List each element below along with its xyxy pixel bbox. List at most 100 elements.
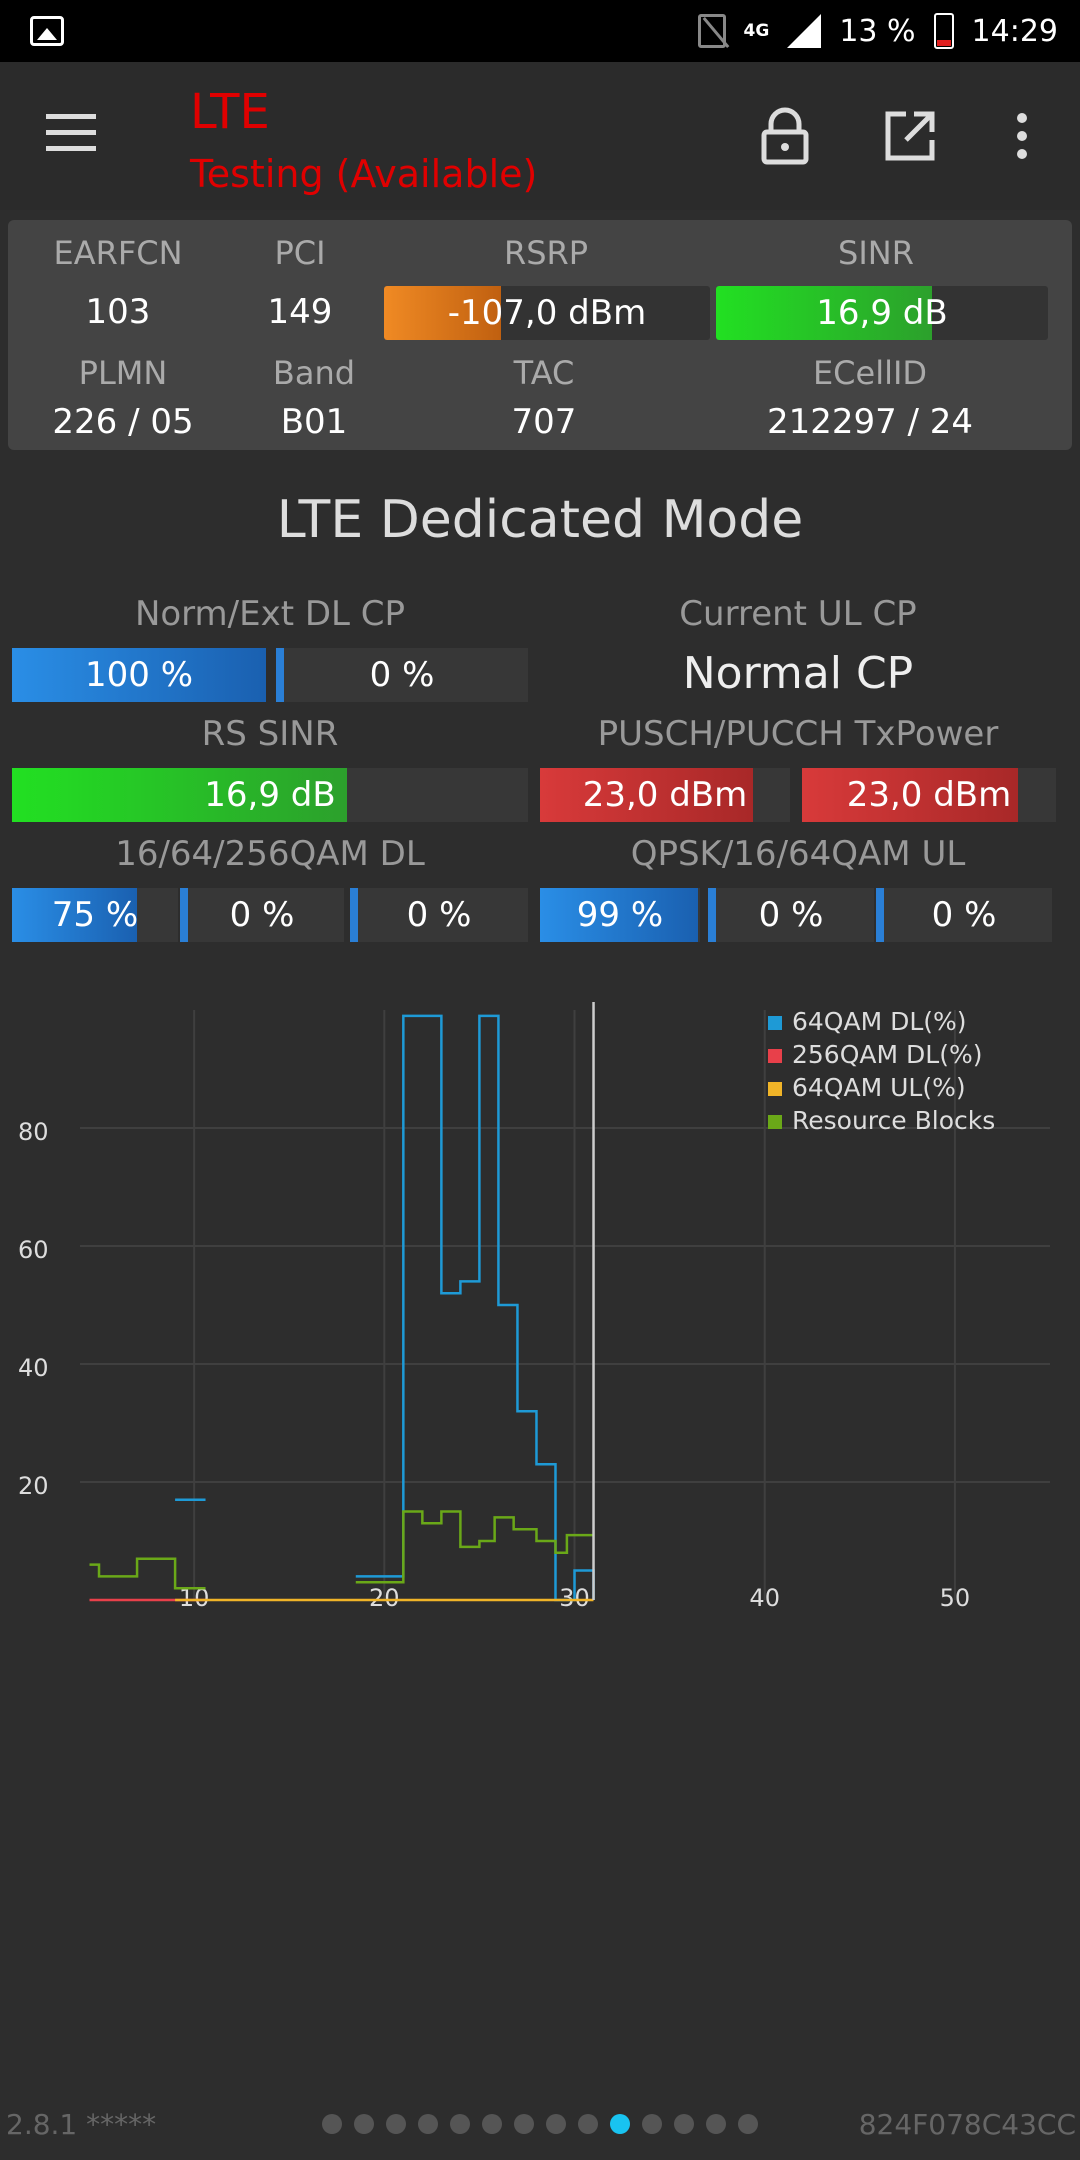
earfcn-label: EARFCN xyxy=(53,234,183,272)
rsrp-label: RSRP xyxy=(503,234,589,272)
page-dot[interactable] xyxy=(642,2114,662,2134)
no-sim-icon xyxy=(697,14,726,48)
qam64-dl-marker xyxy=(180,888,188,942)
pci-label: PCI xyxy=(274,234,326,272)
page-dot[interactable] xyxy=(514,2114,534,2134)
legend-label: 64QAM DL(%) xyxy=(792,1007,967,1036)
dl-cp-norm-bar: 100 % xyxy=(12,648,266,702)
legend-swatch xyxy=(768,1082,782,1096)
page-indicator xyxy=(0,2114,1080,2134)
page-dot[interactable] xyxy=(674,2114,694,2134)
qam256-dl-bar: 0 % xyxy=(350,888,528,942)
legend-label: Resource Blocks xyxy=(792,1106,995,1135)
qam-dl-label: 16/64/256QAM DL xyxy=(115,834,425,874)
app-toolbar: LTE Testing (Available) xyxy=(0,62,1080,210)
open-in-new-icon[interactable] xyxy=(880,106,940,166)
status-bar: 4G 13 % 14:29 xyxy=(0,0,1080,62)
sinr-fill xyxy=(716,286,932,340)
lock-icon[interactable] xyxy=(755,106,815,166)
status-icons: 4G 13 % 14:29 xyxy=(697,0,1058,62)
plmn-label: PLMN xyxy=(78,354,168,392)
x-tick-label: 50 xyxy=(940,1584,971,1612)
qam16-ul-marker xyxy=(708,888,716,942)
page-title: LTE xyxy=(190,84,270,140)
pucch-value: 23,0 dBm xyxy=(846,775,1012,815)
pusch-bar: 23,0 dBm xyxy=(540,768,790,822)
rs-sinr-bar: 16,9 dB xyxy=(12,768,528,822)
qam256-dl-marker xyxy=(350,888,358,942)
qam64-dl-bar: 0 % xyxy=(180,888,344,942)
qam16-dl-bar: 75 % xyxy=(12,888,178,942)
rsrp-bar: -107,0 dBm xyxy=(384,286,710,340)
dl-cp-norm-fill xyxy=(12,648,266,702)
plmn-value: 226 / 05 xyxy=(52,402,194,442)
qam64-dl-value: 0 % xyxy=(229,895,295,935)
qam16-ul-bar: 0 % xyxy=(708,888,874,942)
page-dot[interactable] xyxy=(450,2114,470,2134)
page-subtitle: Testing (Available) xyxy=(190,152,538,196)
pusch-value: 23,0 dBm xyxy=(582,775,748,815)
page-dot[interactable] xyxy=(738,2114,758,2134)
qam16-ul-value: 0 % xyxy=(758,895,824,935)
rsrp-fill xyxy=(384,286,502,340)
series-line xyxy=(89,1510,594,1590)
dl-cp-ext-bar: 0 % xyxy=(276,648,528,702)
version-label: 2.8.1 ***** xyxy=(6,2108,157,2141)
sinr-bar: 16,9 dB xyxy=(716,286,1048,340)
dl-cp-label: Norm/Ext DL CP xyxy=(134,594,406,634)
pucch-fill xyxy=(802,768,1018,822)
txpower-label: PUSCH/PUCCH TxPower xyxy=(597,714,999,754)
page-dot-active[interactable] xyxy=(610,2114,630,2134)
tac-value: 707 xyxy=(511,402,577,442)
dl-cp-ext-value: 0 % xyxy=(369,655,435,695)
ecellid-label: ECellID xyxy=(812,354,928,392)
qam64-ul-marker xyxy=(876,888,884,942)
qam16-dl-value: 75 % xyxy=(51,895,139,935)
section-title: LTE Dedicated Mode xyxy=(276,490,804,550)
band-label: Band xyxy=(272,354,356,392)
earfcn-value: 103 xyxy=(85,292,151,332)
battery-icon xyxy=(933,13,954,49)
clock: 14:29 xyxy=(971,13,1058,49)
page-dot[interactable] xyxy=(418,2114,438,2134)
qam64-ul-bar: 0 % xyxy=(876,888,1052,942)
page-dot[interactable] xyxy=(546,2114,566,2134)
x-tick-label: 40 xyxy=(749,1584,780,1612)
hamburger-menu-icon[interactable] xyxy=(46,114,96,152)
signal-icon xyxy=(787,14,822,48)
y-tick-label: 60 xyxy=(18,1236,49,1264)
network-type: 4G xyxy=(743,20,770,41)
ecellid-value: 212297 / 24 xyxy=(766,402,974,442)
page-dot[interactable] xyxy=(322,2114,342,2134)
qam64-ul-value: 0 % xyxy=(931,895,997,935)
pci-value: 149 xyxy=(267,292,333,332)
legend-swatch xyxy=(768,1049,782,1063)
page-dot[interactable] xyxy=(578,2114,598,2134)
x-tick-label: 20 xyxy=(369,1584,400,1612)
page-dot[interactable] xyxy=(482,2114,502,2134)
y-tick-label: 20 xyxy=(18,1472,49,1500)
rsrp-value: -107,0 dBm xyxy=(447,293,647,333)
image-notification-icon xyxy=(30,16,64,46)
qpsk-ul-value: 99 % xyxy=(576,895,664,935)
pucch-bar: 23,0 dBm xyxy=(802,768,1056,822)
rs-sinr-value: 16,9 dB xyxy=(204,775,336,815)
page-dot[interactable] xyxy=(354,2114,374,2134)
y-tick-label: 40 xyxy=(18,1354,49,1382)
qam-ul-label: QPSK/16/64QAM UL xyxy=(630,834,966,874)
qam256-dl-value: 0 % xyxy=(406,895,472,935)
page-dot[interactable] xyxy=(706,2114,726,2134)
sinr-label: SINR xyxy=(838,234,914,272)
dl-cp-norm-value: 100 % xyxy=(84,655,193,695)
legend-swatch xyxy=(768,1016,782,1030)
legend-label: 64QAM UL(%) xyxy=(792,1073,966,1102)
band-value: B01 xyxy=(280,402,348,442)
legend-label: 256QAM DL(%) xyxy=(792,1040,982,1069)
rs-sinr-fill xyxy=(12,768,348,822)
ul-cp-value: Normal CP xyxy=(682,648,914,699)
tac-label: TAC xyxy=(513,354,575,392)
page-dot[interactable] xyxy=(386,2114,406,2134)
qam16-dl-fill xyxy=(12,888,137,942)
more-vert-icon[interactable] xyxy=(1000,106,1040,166)
